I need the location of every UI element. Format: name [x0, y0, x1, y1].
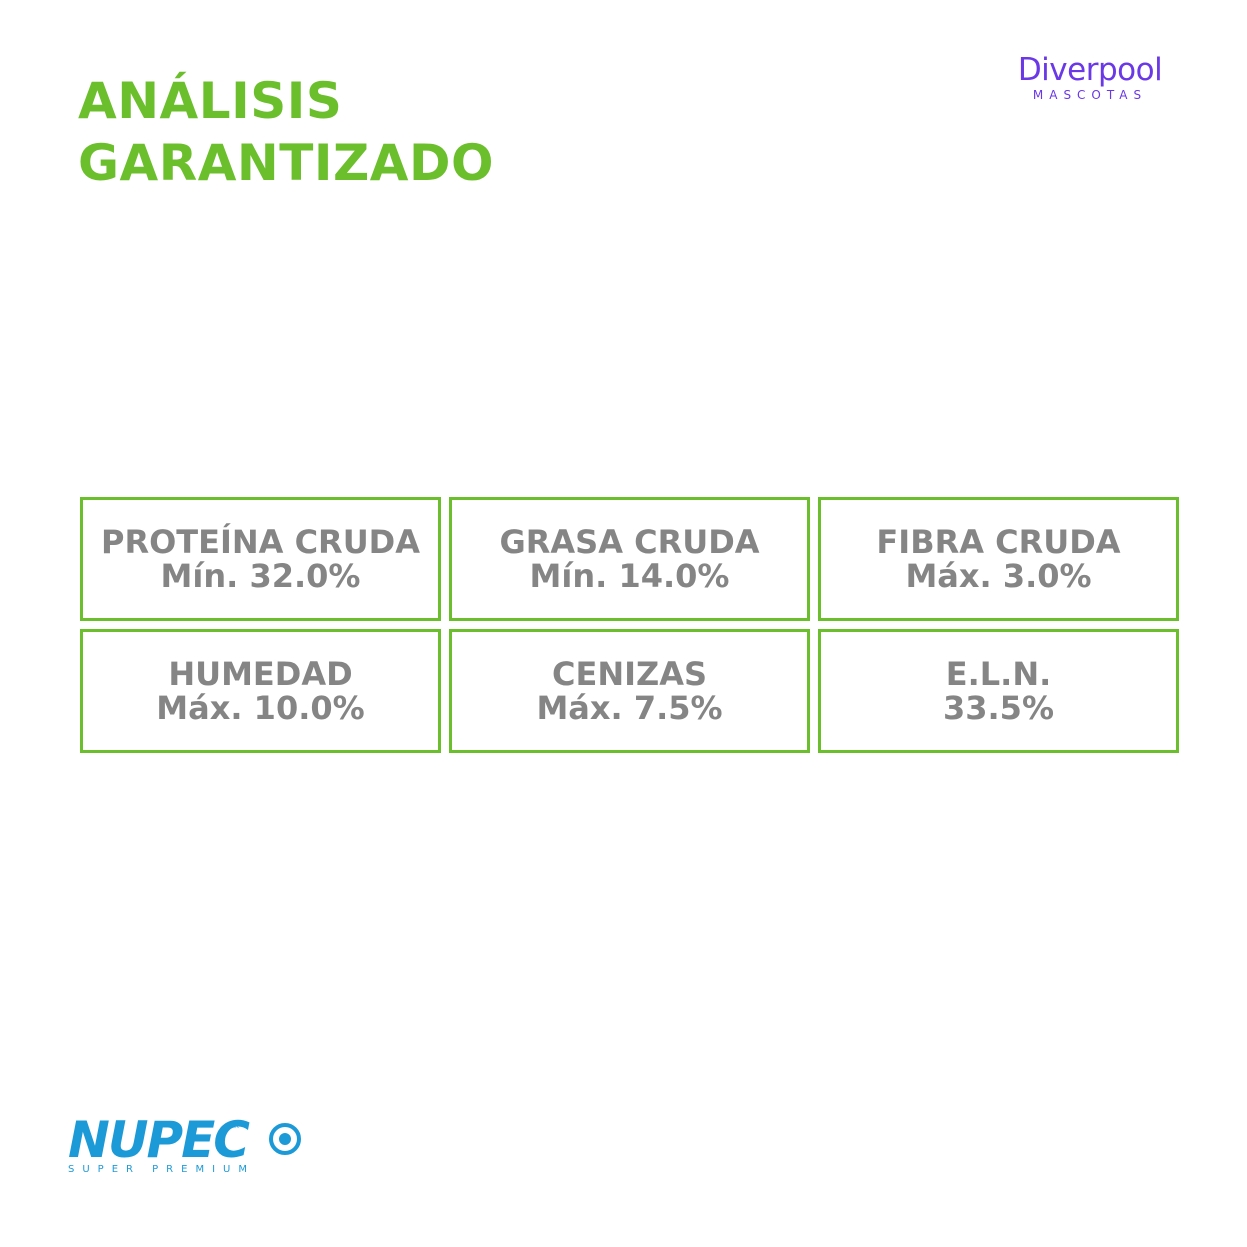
logo-mark: MR	[228, 1122, 239, 1130]
brand-logo: Diverpool MASCOTAS	[1005, 52, 1175, 102]
table-cell: FIBRA CRUDA Máx. 3.0%	[818, 497, 1179, 621]
cell-value: Máx. 10.0%	[156, 689, 365, 727]
cell-value: 33.5%	[942, 689, 1054, 727]
cell-value: Máx. 3.0%	[905, 557, 1092, 595]
cell-label: PROTEÍNA CRUDA	[100, 523, 420, 561]
table-cell: E.L.N. 33.5%	[818, 629, 1179, 753]
cell-label: GRASA CRUDA	[499, 523, 760, 561]
title: ANÁLISIS GARANTIZADO	[78, 70, 494, 194]
analysis-table: PROTEÍNA CRUDA Mín. 32.0% GRASA CRUDA Mín. …	[80, 497, 1179, 753]
title-line: ANÁLISIS	[78, 72, 343, 130]
cell-value: Mín. 14.0%	[529, 557, 730, 595]
cell-value: Máx. 7.5%	[536, 689, 723, 727]
logo-name: NUPEC	[68, 1111, 250, 1169]
brand-subtitle: MASCOTAS	[1032, 88, 1148, 102]
cell-label: FIBRA CRUDA	[876, 523, 1121, 561]
table-cell: PROTEÍNA CRUDA Mín. 32.0%	[80, 497, 441, 621]
table-cell: GRASA CRUDA Mín. 14.0%	[449, 497, 810, 621]
brand-name: Diverpool	[1017, 52, 1163, 88]
logo-tagline: SUPER PREMIUM	[68, 1164, 255, 1175]
cell-label: E.L.N.	[945, 655, 1052, 693]
table-cell: HUMEDAD Máx. 10.0%	[80, 629, 441, 753]
cell-value: Mín. 32.0%	[160, 557, 361, 595]
cell-label: CENIZAS	[551, 655, 708, 693]
table-cell: CENIZAS Máx. 7.5%	[449, 629, 810, 753]
cell-label: HUMEDAD	[168, 655, 353, 693]
footer-logo: NUPEC MR SUPER PREMIUM	[68, 1111, 301, 1176]
logo-icon	[269, 1123, 301, 1155]
title-line: GARANTIZADO	[78, 134, 494, 192]
